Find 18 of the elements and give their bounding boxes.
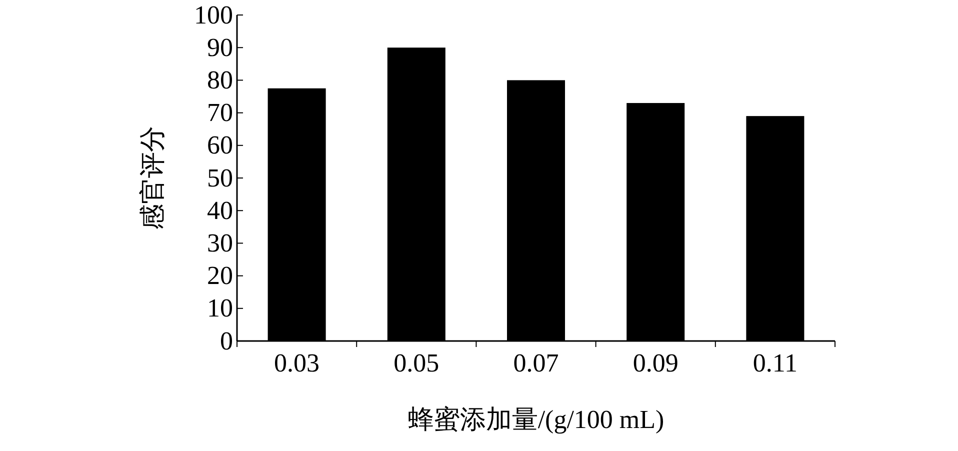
x-tick-label: 0.05	[394, 348, 440, 378]
y-tick-label: 60	[207, 130, 233, 160]
y-tick-label: 40	[207, 196, 233, 225]
x-tick-label: 0.07	[513, 348, 559, 378]
y-axis-title: 感官评分	[138, 126, 167, 230]
y-tick-label: 10	[207, 294, 233, 323]
y-tick-label: 90	[207, 32, 233, 62]
y-tick-label: 20	[207, 261, 233, 290]
x-axis-title: 蜂蜜添加量/(g/100 mL)	[408, 405, 664, 434]
x-tick-label: 0.09	[632, 348, 678, 378]
y-tick-label: 80	[207, 66, 233, 95]
y-tick-label: 50	[207, 163, 233, 192]
y-tick-label: 30	[207, 228, 233, 258]
y-tick-label: 70	[207, 98, 233, 128]
x-tick-label: 0.11	[752, 348, 798, 378]
y-tick-label: 100	[194, 0, 233, 30]
y-tick-label: 0	[220, 326, 233, 356]
x-tick-label: 0.03	[274, 348, 320, 378]
